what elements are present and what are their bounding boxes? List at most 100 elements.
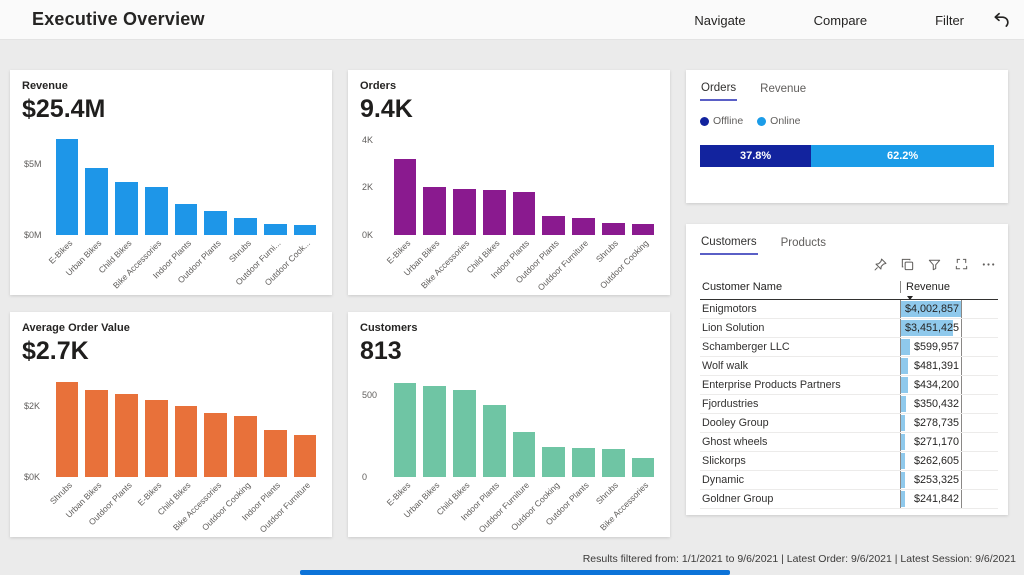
bar-outdoor-cooking[interactable] xyxy=(234,415,257,477)
table-row[interactable]: Dooley Group $278,735 xyxy=(700,414,998,433)
bar-outdoor-furniture[interactable] xyxy=(293,434,317,477)
copy-icon[interactable] xyxy=(900,257,915,272)
bar-urban-bikes[interactable] xyxy=(423,187,446,235)
table-row[interactable]: Goldner Group $241,842 xyxy=(700,490,998,509)
bar-outdoor-plants[interactable] xyxy=(204,210,228,235)
bar-outdoor-cooking[interactable] xyxy=(631,224,655,235)
revenue-value: $434,200 xyxy=(913,379,959,391)
table-row[interactable]: Lion Solution $3,451,425 xyxy=(700,319,998,338)
y-axis: $0M $5M xyxy=(22,128,52,285)
bar-bike-accessories[interactable] xyxy=(144,186,168,235)
bar-e-bikes[interactable] xyxy=(144,400,168,477)
card-title: Customers xyxy=(360,322,418,334)
pin-icon[interactable] xyxy=(873,257,888,272)
tab-orders[interactable]: Orders xyxy=(700,80,738,101)
bar-urban-bikes[interactable] xyxy=(423,386,446,477)
offline-segment[interactable]: 37.8% xyxy=(700,145,812,167)
bar-outdoor-plants[interactable] xyxy=(572,447,595,477)
bar-indoor-plants[interactable] xyxy=(174,203,198,235)
revenue-value: $271,170 xyxy=(913,436,959,448)
more-options-icon[interactable] xyxy=(981,257,996,272)
card-title: Revenue xyxy=(22,80,68,92)
column-header-revenue[interactable]: Revenue xyxy=(900,281,962,300)
x-label-slot: Outdoor Cooking xyxy=(598,235,658,291)
plot-area xyxy=(390,370,658,477)
x-axis: E-Bikes Urban Bikes Child Bikes Bike Access… xyxy=(46,235,320,291)
bar-outdoor-cooking[interactable] xyxy=(542,447,566,477)
bar-shrubs[interactable] xyxy=(602,223,625,235)
bar-shrubs[interactable] xyxy=(55,382,79,477)
bar-child-bikes[interactable] xyxy=(115,182,138,235)
bar-e-bikes[interactable] xyxy=(393,158,417,235)
bar-slot xyxy=(390,370,420,477)
customer-name-cell: Slickorps xyxy=(702,455,746,467)
tab-revenue[interactable]: Revenue xyxy=(759,80,807,101)
bar-e-bikes[interactable] xyxy=(393,383,417,477)
bar-outdoor-furniture[interactable] xyxy=(512,431,536,477)
card-orders-revenue-split: Orders Revenue Offline Online 37.8% 62.2… xyxy=(686,70,1008,203)
legend: Offline Online xyxy=(700,115,994,127)
bar-urban-bikes[interactable] xyxy=(85,167,108,235)
table-row[interactable]: Dynamic $253,325 xyxy=(700,471,998,490)
tab-customers[interactable]: Customers xyxy=(700,234,758,255)
revenue-cell: $3,451,425 xyxy=(900,319,962,337)
revenue-data-bar xyxy=(901,415,906,431)
bar-urban-bikes[interactable] xyxy=(85,389,108,477)
table-row[interactable]: Enterprise Products Partners $434,200 xyxy=(700,376,998,395)
customer-name-cell: Enterprise Products Partners xyxy=(702,379,841,391)
bar-indoor-plants[interactable] xyxy=(512,192,536,235)
bar-slot xyxy=(450,128,480,235)
bar-slot xyxy=(201,370,231,477)
table-row[interactable]: Ghost wheels $271,170 xyxy=(700,433,998,452)
filter-icon[interactable] xyxy=(927,257,942,272)
bar-shrubs[interactable] xyxy=(602,448,625,477)
nav-button-compare[interactable]: Compare xyxy=(813,12,868,28)
bar-e-bikes[interactable] xyxy=(55,139,79,235)
nav-button-navigate[interactable]: Navigate xyxy=(694,12,746,28)
bar-child-bikes[interactable] xyxy=(174,405,198,477)
bar-shrubs[interactable] xyxy=(234,217,257,235)
legend-item-online[interactable]: Online xyxy=(757,115,801,127)
row-spacer xyxy=(962,452,998,470)
focus-mode-icon[interactable] xyxy=(954,257,969,272)
table-row[interactable]: Schamberger LLC $599,957 xyxy=(700,338,998,357)
bar-outdoor-plants[interactable] xyxy=(542,215,566,235)
bar-outdoor-plants[interactable] xyxy=(115,394,138,477)
bar-indoor-plants[interactable] xyxy=(264,429,287,477)
bar-bike-accessories[interactable] xyxy=(453,188,476,235)
revenue-data-bar xyxy=(901,434,906,450)
table-row[interactable]: Slickorps $262,605 xyxy=(700,452,998,471)
customer-name-cell: Dynamic xyxy=(702,474,744,486)
bar-outdoor-furniture[interactable] xyxy=(572,217,595,235)
bar-slot xyxy=(290,128,320,235)
status-bar: Results filtered from: 1/1/2021 to 9/6/2… xyxy=(582,553,1016,565)
bar-slot xyxy=(628,128,658,235)
horizontal-scrollbar[interactable] xyxy=(300,570,730,575)
bar-bike-accessories[interactable] xyxy=(204,412,228,477)
bar-indoor-plants[interactable] xyxy=(482,404,506,477)
x-label-slot: Outdoor Cook... xyxy=(263,235,320,288)
tab-products[interactable]: Products xyxy=(780,234,827,255)
card-customers: Customers 813 0 500 E-Bikes Urban Bikes Chi… xyxy=(348,312,670,537)
table-row[interactable]: Enigmotors $4,002,857 xyxy=(700,300,998,319)
nav-button-filter[interactable]: Filter xyxy=(935,12,964,28)
table-row[interactable]: Fjordustries $350,432 xyxy=(700,395,998,414)
revenue-cell: $4,002,857 xyxy=(900,300,962,318)
bar-slot xyxy=(479,128,509,235)
bar-slot xyxy=(290,370,320,477)
bar-child-bikes[interactable] xyxy=(482,189,506,235)
column-header-customer-name[interactable]: Customer Name xyxy=(702,281,783,293)
kpi-value: 813 xyxy=(360,337,402,365)
undo-icon[interactable] xyxy=(990,10,1010,30)
row-spacer xyxy=(962,433,998,451)
bar-outdoor-cook-[interactable] xyxy=(293,225,317,235)
y-axis-tick: 2K xyxy=(362,182,374,193)
legend-item-offline[interactable]: Offline xyxy=(700,115,743,127)
table-row[interactable]: Wolf walk $481,391 xyxy=(700,357,998,376)
online-segment[interactable]: 62.2% xyxy=(811,145,994,167)
bar-outdoor-furni-[interactable] xyxy=(264,223,287,235)
visual-toolbar xyxy=(700,257,996,273)
legend-label: Offline xyxy=(713,115,744,127)
bar-child-bikes[interactable] xyxy=(453,389,476,477)
bar-bike-accessories[interactable] xyxy=(631,458,655,477)
